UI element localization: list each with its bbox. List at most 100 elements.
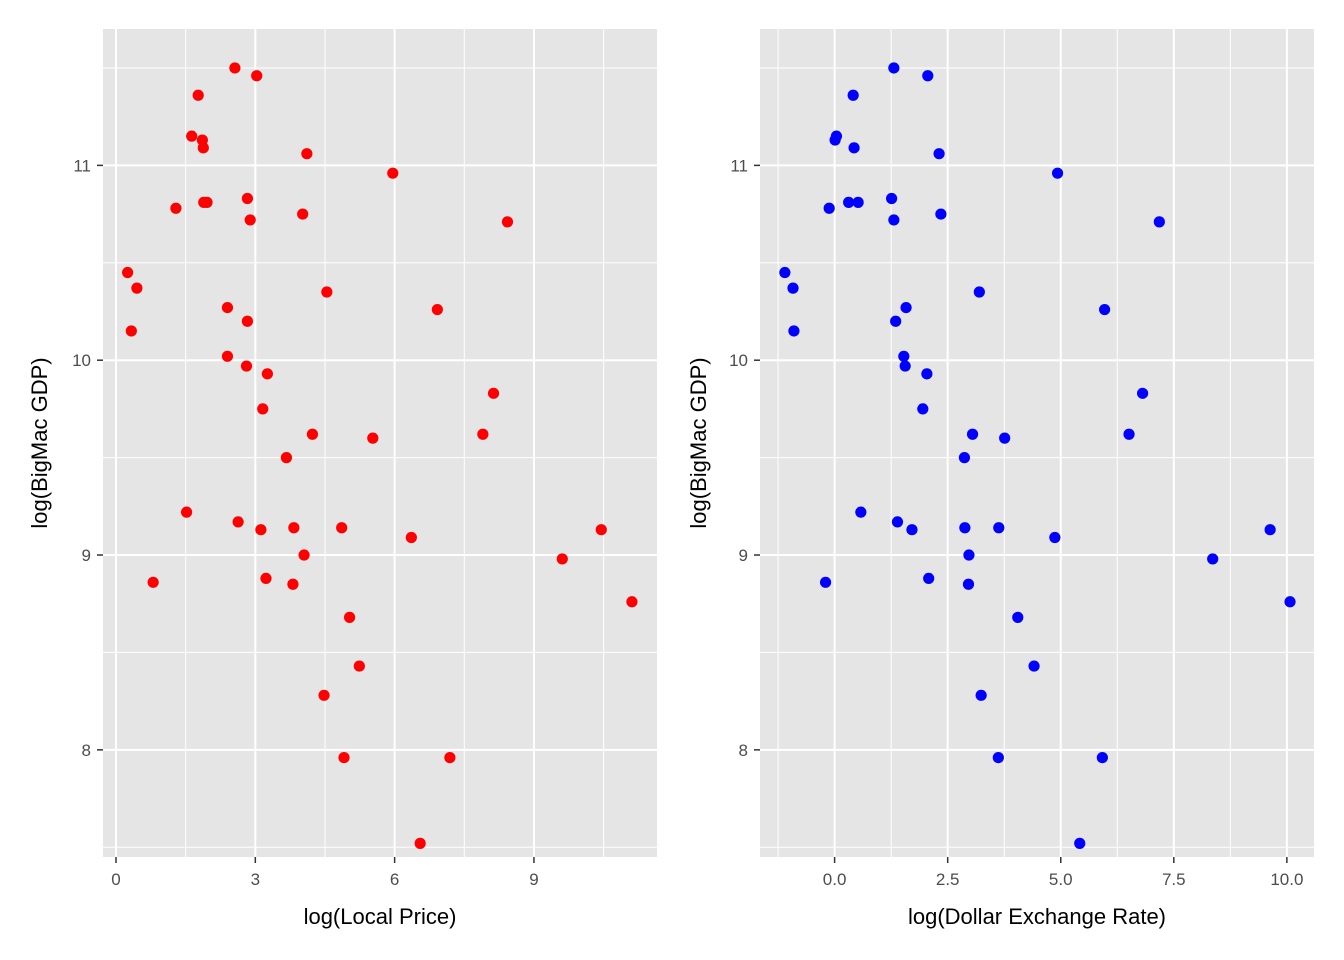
exchange-rate-panel: 0.0 2.5 5.0 7.5 10.0 8 9 10 11 log(Dollar Excha…: [686, 29, 1314, 929]
data-point: [973, 286, 985, 298]
data-point: [1028, 660, 1040, 672]
data-point: [405, 531, 417, 544]
data-point: [241, 315, 254, 327]
data-point: [917, 403, 929, 415]
data-point: [201, 196, 213, 208]
x-axis-title: log(Dollar Exchange Rate): [908, 904, 1166, 929]
data-point: [186, 130, 198, 142]
data-point: [318, 689, 330, 701]
data-point: [843, 196, 855, 208]
data-point: [1123, 428, 1135, 440]
data-point: [221, 301, 234, 314]
data-point: [848, 142, 860, 154]
data-point: [999, 432, 1011, 444]
x-axis-ticks: 0.0 2.5 5.0 7.5 10.0: [823, 857, 1303, 889]
data-point: [221, 350, 234, 362]
data-point: [959, 522, 971, 534]
y-axis-ticks: 8 9 10 11: [72, 156, 103, 760]
data-point: [321, 286, 333, 298]
y-axis-ticks: 8 9 10 11: [729, 156, 760, 760]
x-tick-label: 6: [390, 870, 399, 889]
y-tick-label: 8: [82, 741, 91, 760]
data-point: [933, 148, 945, 160]
data-point: [1264, 524, 1276, 536]
data-point: [251, 70, 263, 82]
data-point: [921, 368, 933, 380]
x-tick-label: 3: [251, 870, 260, 889]
data-point: [992, 752, 1004, 764]
data-point: [787, 282, 799, 294]
y-tick-label: 8: [739, 741, 748, 760]
data-point: [131, 282, 143, 294]
data-point: [1096, 752, 1108, 764]
x-tick-label: 0.0: [823, 870, 847, 889]
data-point: [1136, 387, 1149, 399]
scatter-points: [122, 62, 638, 849]
gridlines: [760, 29, 1314, 857]
data-point: [819, 576, 832, 588]
data-point: [1051, 167, 1064, 179]
data-point: [125, 325, 137, 337]
x-axis-ticks: 0 3 6 9: [111, 857, 539, 889]
y-tick-label: 10: [72, 351, 91, 370]
data-point: [387, 167, 399, 179]
data-point: [847, 89, 859, 101]
data-point: [301, 148, 313, 160]
data-point: [244, 214, 256, 226]
data-point: [240, 360, 253, 372]
x-tick-label: 0: [111, 870, 120, 889]
data-point: [257, 403, 269, 415]
data-point: [280, 452, 293, 464]
data-point: [287, 578, 299, 590]
data-point: [170, 202, 182, 214]
plot-background: [760, 29, 1314, 857]
data-point: [338, 752, 350, 764]
data-point: [487, 387, 500, 399]
x-tick-label: 7.5: [1162, 870, 1186, 889]
data-point: [975, 689, 987, 701]
data-point: [958, 452, 971, 464]
data-point: [898, 350, 910, 362]
data-point: [192, 89, 204, 101]
data-point: [232, 516, 244, 528]
y-tick-label: 11: [730, 156, 748, 175]
scatter-points: [779, 62, 1296, 849]
data-point: [595, 524, 607, 536]
data-point: [261, 368, 273, 380]
x-axis-title: log(Local Price): [304, 904, 457, 929]
data-point: [829, 134, 841, 146]
y-axis-title: log(BigMac GDP): [27, 357, 52, 528]
data-point: [1207, 553, 1219, 565]
data-point: [444, 752, 456, 764]
data-point: [255, 524, 267, 536]
plot-background: [103, 29, 657, 857]
data-point: [852, 196, 864, 208]
data-point: [556, 553, 568, 565]
data-point: [260, 572, 272, 585]
data-point: [1099, 303, 1111, 316]
data-point: [966, 428, 979, 440]
gridlines: [103, 29, 657, 857]
data-point: [431, 303, 443, 316]
data-point: [962, 578, 975, 590]
data-point: [900, 301, 912, 314]
data-point: [888, 214, 900, 226]
data-point: [147, 576, 159, 588]
data-point: [1153, 216, 1165, 228]
data-point: [923, 572, 935, 585]
data-point: [297, 208, 309, 220]
data-point: [935, 208, 947, 220]
data-point: [1284, 596, 1296, 608]
data-point: [353, 660, 365, 672]
data-point: [367, 432, 379, 444]
data-point: [336, 522, 348, 534]
x-tick-label: 5.0: [1049, 870, 1073, 889]
data-point: [890, 315, 902, 327]
data-point: [899, 360, 911, 372]
data-point: [963, 549, 975, 561]
data-point: [779, 266, 791, 279]
data-point: [922, 70, 934, 82]
x-tick-label: 2.5: [936, 870, 960, 889]
data-point: [626, 596, 638, 608]
data-point: [501, 216, 514, 228]
